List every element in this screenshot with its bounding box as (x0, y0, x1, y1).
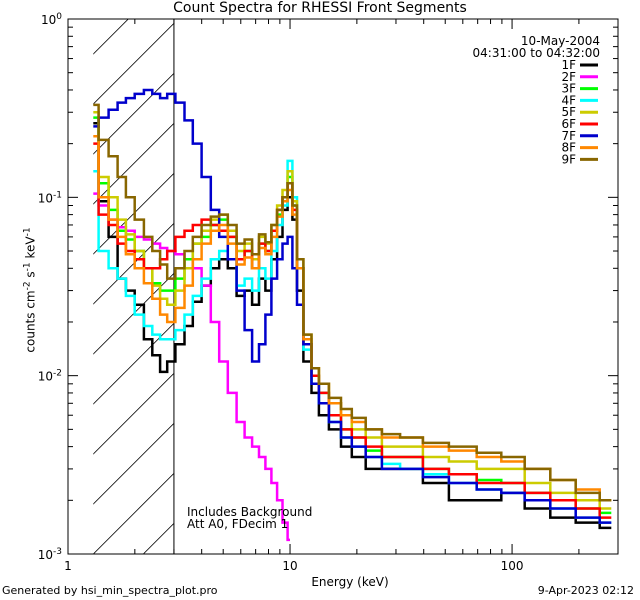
shaded-region (0, 19, 640, 554)
y-tick-label: 10-3 (38, 547, 62, 562)
x-axis-label: Energy (keV) (311, 575, 389, 589)
footer-timestamp: 9-Apr-2023 02:12 (537, 584, 634, 597)
x-tick-label: 1 (64, 559, 72, 573)
y-tick-label: 10-1 (38, 190, 62, 205)
series-line-9F (93, 103, 612, 502)
hatch-line (0, 19, 78, 554)
y-axis-label: counts cm-2 s-1 keV-1 (23, 227, 38, 352)
legend-label-6F: 6F (561, 117, 576, 131)
hatch-line (93, 272, 174, 355)
background-note: Includes Background (187, 505, 313, 519)
y-axis-label-exp: -1 (22, 227, 33, 237)
hatch-line (93, 72, 174, 155)
series-line-1F (93, 122, 612, 530)
legend-label-4F: 4F (561, 93, 576, 107)
series-line-2F (93, 192, 290, 542)
series-layer (93, 88, 612, 542)
x-tick-label: 100 (501, 559, 524, 573)
y-axis-label-part: keV (23, 236, 38, 263)
legend-label-5F: 5F (561, 105, 576, 119)
plot-frame (67, 18, 619, 555)
legend-label-3F: 3F (561, 82, 576, 96)
axis-ticks: 1 10 100 100 10-1 10-2 10-3 (38, 12, 619, 573)
legend-label-9F: 9F (561, 152, 576, 166)
y-tick-label: 100 (41, 12, 62, 27)
shaded-region-hatch (0, 19, 640, 554)
hatch-line (593, 19, 640, 554)
series-line-7F (93, 88, 612, 524)
x-tick-label: 10 (282, 559, 297, 573)
y-axis-label-exp: -2 (22, 281, 33, 291)
y-axis-label-part: s (23, 271, 38, 282)
hatch-line (93, 19, 129, 55)
hatch-line (93, 422, 174, 505)
chart-title: Count Spectra for RHESSI Front Segments (173, 0, 467, 16)
legend-label-7F: 7F (561, 129, 576, 143)
annotation-time: 04:31:00 to 04:32:00 (472, 46, 600, 60)
y-axis-label-exp: -1 (22, 262, 33, 272)
legend-label-8F: 8F (561, 141, 576, 155)
legend-label-2F: 2F (561, 70, 576, 84)
series-line-6F (93, 142, 612, 519)
attenuator-note: Att A0, FDecim 1 (187, 517, 289, 531)
annotation-date: 10-May-2004 (520, 34, 600, 48)
y-tick-label: 10-2 (38, 369, 62, 384)
hatch-line (93, 222, 174, 305)
series-line-4F (93, 159, 612, 524)
legend-label-1F: 1F (561, 58, 576, 72)
y-axis-label-part: counts cm (23, 290, 38, 353)
footer-generator: Generated by hsi_min_spectra_plot.pro (2, 584, 218, 597)
